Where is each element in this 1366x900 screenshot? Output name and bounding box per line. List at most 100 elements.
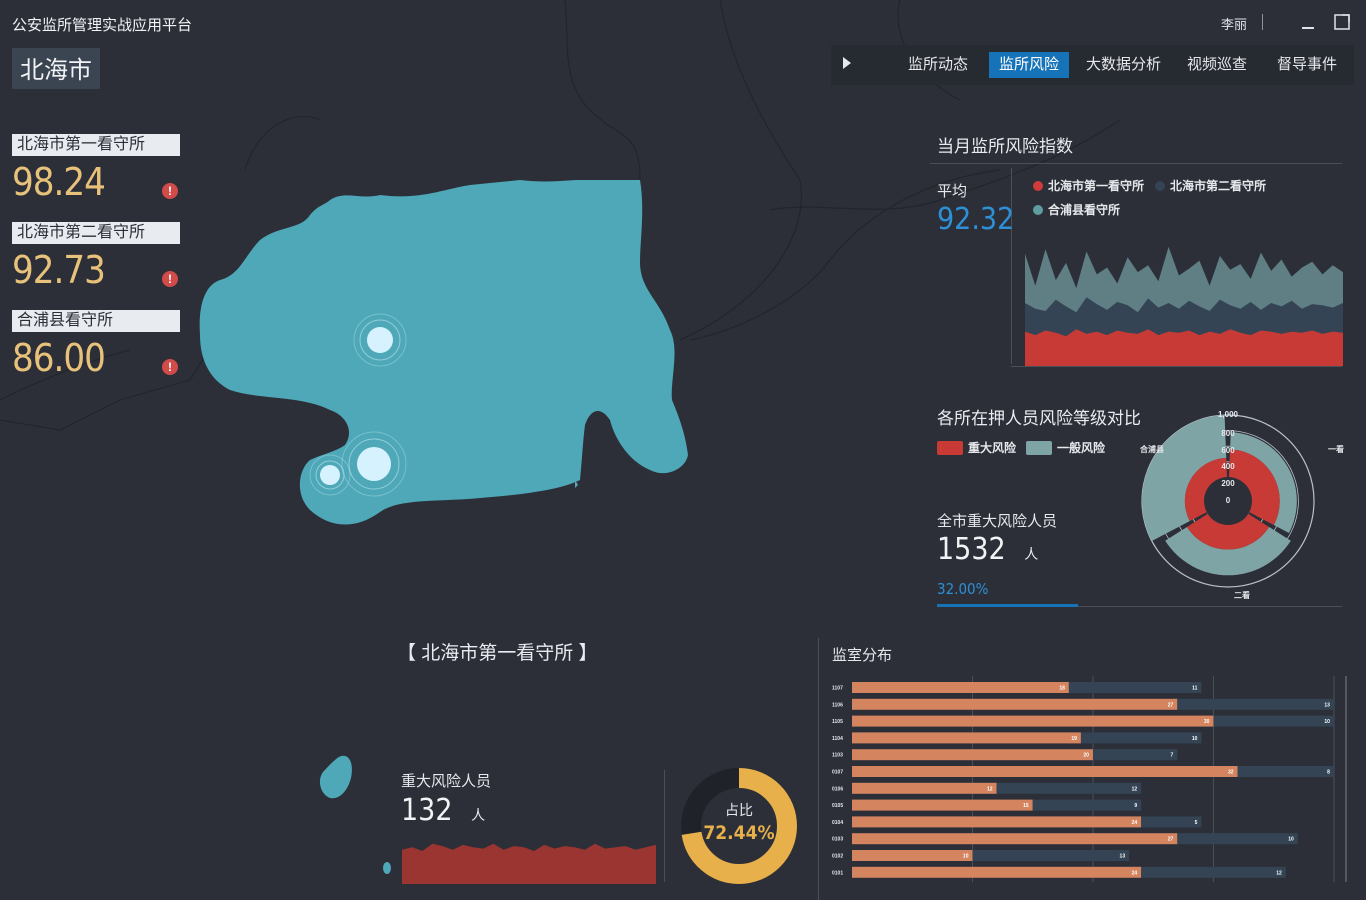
category-label: 0105 bbox=[832, 803, 843, 809]
prison-name-2[interactable]: 北海市第二看守所 bbox=[12, 222, 180, 244]
bar-value-label: 13 bbox=[1324, 702, 1330, 708]
legend-label: 重大风险 bbox=[968, 441, 1017, 455]
bar-segment-a bbox=[852, 833, 1178, 845]
bar-value-label: 12 bbox=[987, 786, 993, 792]
tab-supervision[interactable]: 督导事件 bbox=[1277, 56, 1338, 73]
divider bbox=[818, 638, 819, 900]
sub-risk-number: 132 bbox=[401, 793, 453, 828]
donut-label: 占比 bbox=[725, 802, 753, 818]
avg-value: 92.32 bbox=[937, 202, 1015, 237]
maximize-icon[interactable] bbox=[1332, 12, 1352, 32]
bar-segment-b bbox=[1080, 732, 1202, 744]
tab-monitor-risk[interactable]: 监所风险 bbox=[989, 52, 1070, 78]
bar-segment-b bbox=[1177, 833, 1298, 845]
category-label: 1107 bbox=[832, 686, 843, 692]
tab-video-patrol[interactable]: 视频巡查 bbox=[1187, 56, 1248, 73]
bar-value-label: 11 bbox=[1192, 686, 1198, 692]
bar-value-label: 9 bbox=[1134, 803, 1137, 809]
category-label: 1103 bbox=[832, 753, 843, 759]
prison-name-3[interactable]: 合浦县看守所 bbox=[12, 310, 180, 332]
cell-distribution-title: 监室分布 bbox=[832, 647, 893, 664]
tab-big-data[interactable]: 大数据分析 bbox=[1086, 56, 1162, 73]
title-separator bbox=[1262, 14, 1263, 30]
legend-swatch bbox=[937, 440, 963, 455]
legend-item[interactable]: 北海市第二看守所 bbox=[1155, 177, 1266, 194]
legend-label: 北海市第一看守所 bbox=[1048, 179, 1145, 193]
legend-item[interactable]: 重大风险 bbox=[937, 439, 1016, 456]
alert-icon[interactable]: ! bbox=[162, 359, 178, 375]
divider bbox=[1011, 168, 1012, 364]
city-risk-percent: 32.00% bbox=[937, 580, 989, 598]
polar-category-label: 二看 bbox=[1234, 590, 1250, 600]
legend-dot bbox=[1155, 180, 1165, 191]
bar-segment-b bbox=[996, 782, 1142, 794]
polar-bar-general bbox=[1165, 526, 1291, 576]
risk-compare-title: 各所在押人员风险等级对比 bbox=[937, 409, 1141, 428]
bar-value-label: 32 bbox=[1228, 770, 1234, 776]
prison-score-3: 86.00 bbox=[12, 336, 106, 380]
bar-value-label: 19 bbox=[1071, 736, 1077, 742]
beihai-map bbox=[199, 180, 688, 525]
legend-dot bbox=[1033, 204, 1043, 215]
bar-segment-b bbox=[1068, 682, 1202, 693]
bar-segment-b bbox=[1141, 816, 1202, 828]
sub-panel-title: 【 北海市第一看守所 】 bbox=[397, 643, 598, 664]
bar-segment-a bbox=[852, 698, 1178, 710]
bar-segment-a bbox=[852, 715, 1214, 727]
bar-value-label: 10 bbox=[1192, 736, 1198, 742]
legend-item[interactable]: 合浦县看守所 bbox=[1033, 201, 1120, 218]
polar-category-label: 合浦县 bbox=[1139, 444, 1164, 454]
category-label: 1104 bbox=[832, 736, 843, 742]
bar-value-label: 18 bbox=[1059, 686, 1065, 692]
unit-label: 人 bbox=[1024, 547, 1039, 563]
category-label: 0106 bbox=[832, 786, 843, 792]
category-label: 0104 bbox=[832, 820, 843, 826]
bar-segment-a bbox=[852, 766, 1238, 777]
bar-value-label: 24 bbox=[1132, 820, 1138, 826]
alert-icon[interactable]: ! bbox=[162, 183, 178, 199]
cell-distribution-chart: 1107 18 11 1106 27 13 1105 30 10 1104 19 10 1103 20 7 0… bbox=[832, 676, 1347, 882]
city-risk-label: 全市重大风险人员 bbox=[937, 513, 1058, 530]
bar-segment-a bbox=[852, 816, 1142, 828]
category-label: 0107 bbox=[832, 770, 843, 776]
tab-monitor-dynamics[interactable]: 监所动态 bbox=[908, 56, 969, 73]
sub-risk-area-chart bbox=[402, 843, 656, 884]
bar-segment-b bbox=[972, 850, 1130, 861]
bar-segment-b bbox=[1032, 799, 1142, 811]
divider bbox=[1078, 606, 1342, 607]
polar-tick-label: 600 bbox=[1221, 446, 1235, 455]
category-label: 0101 bbox=[832, 870, 843, 876]
bar-value-label: 12 bbox=[1132, 786, 1138, 792]
bar-segment-b bbox=[1092, 749, 1178, 761]
divider bbox=[1011, 366, 1342, 367]
bar-value-label: 12 bbox=[1276, 870, 1282, 876]
donut-value: 72.44% bbox=[703, 822, 775, 844]
bar-segment-b bbox=[1213, 715, 1334, 727]
bar-value-label: 27 bbox=[1168, 702, 1174, 708]
sub-risk-label: 重大风险人员 bbox=[401, 773, 492, 790]
alert-icon[interactable]: ! bbox=[162, 271, 178, 287]
prison-name-1[interactable]: 北海市第一看守所 bbox=[12, 134, 180, 156]
play-icon[interactable] bbox=[843, 57, 851, 69]
legend-item[interactable]: 一般风险 bbox=[1026, 439, 1105, 456]
user-name[interactable]: 李丽 bbox=[1221, 17, 1248, 32]
bar-segment-a bbox=[852, 782, 997, 794]
bar-segment-a bbox=[852, 866, 1142, 878]
bar-segment-a bbox=[852, 799, 1033, 811]
legend-swatch bbox=[1026, 440, 1052, 455]
polar-tick-label: 0 bbox=[1226, 496, 1231, 505]
sub-risk-value: 132 人 bbox=[401, 793, 485, 828]
area-series-1 bbox=[1025, 329, 1343, 366]
minimize-icon[interactable] bbox=[1298, 14, 1318, 34]
monthly-risk-title: 当月监所风险指数 bbox=[937, 137, 1073, 156]
top-nav: 监所动态 监所风险 大数据分析 视频巡查 督导事件 bbox=[831, 45, 1354, 85]
bar-value-label: 15 bbox=[1023, 803, 1029, 809]
bar-segment-b bbox=[1177, 698, 1334, 710]
prison-score-1: 98.24 bbox=[12, 160, 106, 204]
bar-segment-a bbox=[852, 732, 1081, 744]
legend-item[interactable]: 北海市第一看守所 bbox=[1033, 177, 1144, 194]
bar-value-label: 8 bbox=[1327, 770, 1330, 776]
bar-value-label: 27 bbox=[1168, 837, 1174, 843]
area-series bbox=[402, 843, 656, 884]
bar-segment-a bbox=[852, 682, 1069, 693]
